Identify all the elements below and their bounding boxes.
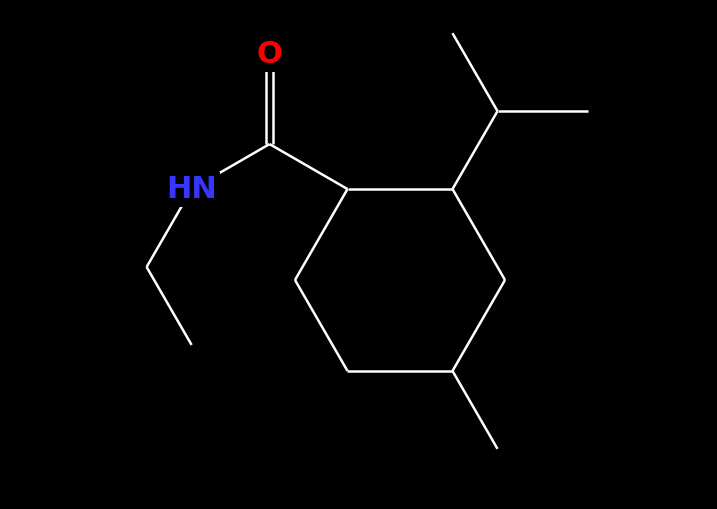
Text: HN: HN — [166, 175, 217, 204]
Text: O: O — [257, 40, 282, 69]
